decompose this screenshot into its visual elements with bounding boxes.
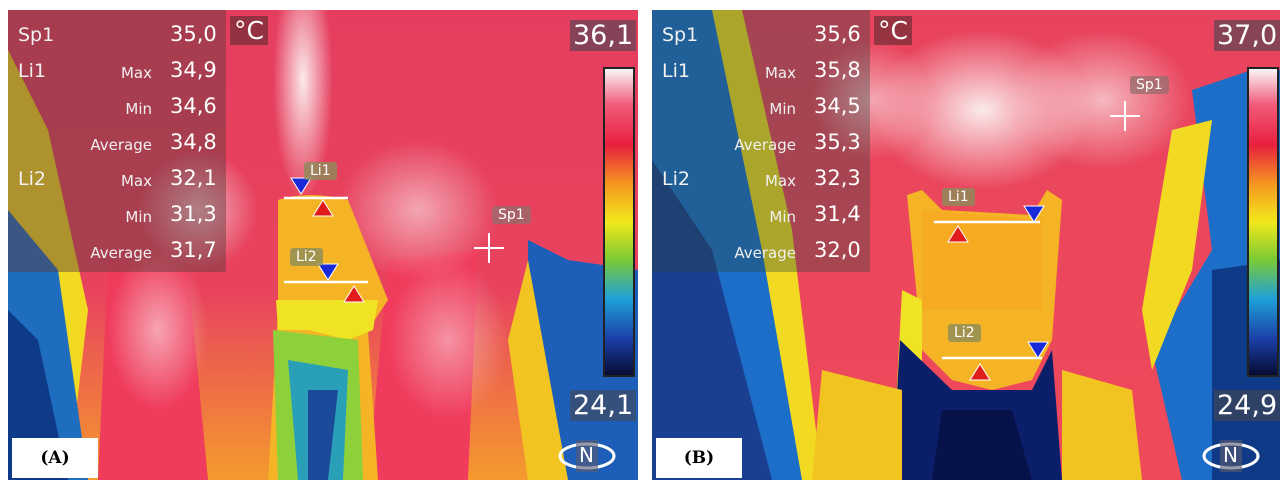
scale-max-value: 36,1 (570, 20, 637, 51)
li2-tag: Li2 (290, 248, 323, 266)
unit-label: °C (230, 16, 268, 45)
unit-label: °C (874, 16, 912, 45)
li1-max-label: Max (764, 64, 796, 82)
li1-tag: Li1 (942, 188, 975, 206)
li1-min-value: 34,5 (814, 94, 861, 118)
sp1-tag: Sp1 (1130, 76, 1169, 94)
li1-min-label: Min (769, 100, 796, 118)
sp1-value: 35,6 (814, 22, 861, 46)
scale-max-value: 37,0 (1214, 20, 1280, 51)
li1-max-label: Max (120, 64, 152, 82)
li2-min-value: 31,4 (814, 202, 861, 226)
li2-avg-label: Average (734, 244, 796, 262)
sp1-name: Sp1 (18, 24, 55, 46)
li1-avg-value: 35,3 (814, 130, 861, 154)
li2-max-label: Max (764, 172, 796, 190)
thermogram-a (8, 10, 638, 480)
li2-avg-value: 31,7 (170, 238, 217, 262)
compass-letter: N (1223, 443, 1238, 467)
li2-max-label: Max (120, 172, 152, 190)
li1-tag: Li1 (304, 162, 337, 180)
li2-min-value: 31,3 (170, 202, 217, 226)
li1-min-value: 34,6 (170, 94, 217, 118)
thermal-image-a: Sp1 35,0 Li1 Max 34,9 Min 34,6 Average 3… (8, 10, 638, 480)
li1-min-label: Min (125, 100, 152, 118)
li1-avg-value: 34,8 (170, 130, 217, 154)
li2-name: Li2 (18, 168, 46, 190)
li1-avg-label: Average (734, 136, 796, 154)
sp1-name: Sp1 (662, 24, 699, 46)
thermogram-b (652, 10, 1280, 480)
li1-max-value: 35,8 (814, 58, 861, 82)
li2-min-label: Min (769, 208, 796, 226)
thermal-image-b: Sp1 35,6 Li1 Max 35,8 Min 34,5 Average 3… (652, 10, 1280, 480)
li2-avg-value: 32,0 (814, 238, 861, 262)
li2-max-value: 32,3 (814, 166, 861, 190)
li1-max-value: 34,9 (170, 58, 217, 82)
li1-name: Li1 (662, 60, 690, 82)
scale-min-value: 24,9 (1214, 390, 1280, 421)
sp1-value: 35,0 (170, 22, 217, 46)
panel-label: (A) (12, 438, 98, 478)
compass-letter: N (579, 443, 594, 467)
li1-name: Li1 (18, 60, 46, 82)
li2-tag: Li2 (948, 324, 981, 342)
li2-min-label: Min (125, 208, 152, 226)
li2-avg-label: Average (90, 244, 152, 262)
compass-icon (558, 440, 616, 472)
sp1-tag: Sp1 (492, 206, 531, 224)
panel-label: (B) (656, 438, 742, 478)
li1-avg-label: Average (90, 136, 152, 154)
li2-name: Li2 (662, 168, 690, 190)
scale-min-value: 24,1 (570, 390, 637, 421)
li2-max-value: 32,1 (170, 166, 217, 190)
compass-icon (1202, 440, 1260, 472)
